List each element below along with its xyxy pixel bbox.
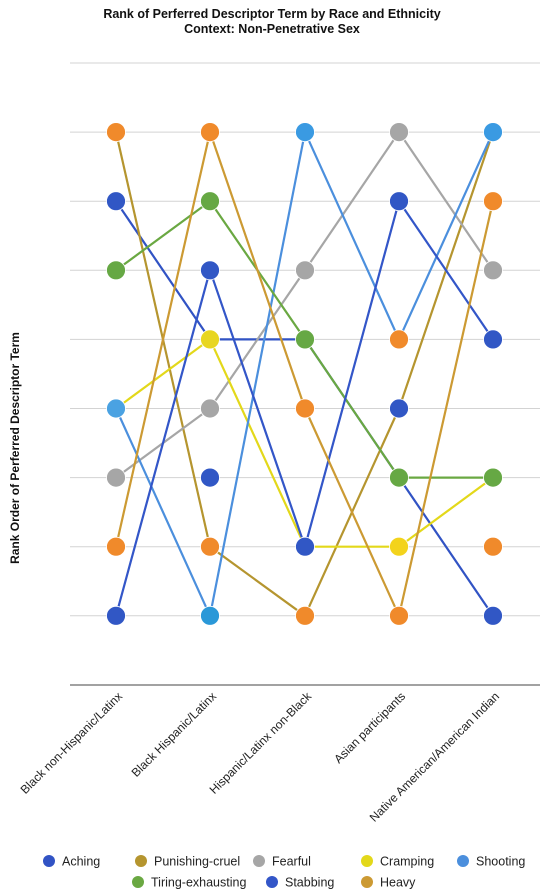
data-point [200,398,220,419]
data-point [483,191,503,212]
data-point [106,398,126,419]
legend-label: Stabbing [285,876,334,890]
x-tick-label: Black Hispanic/Latinx [129,689,220,780]
data-point [200,605,220,626]
data-point [200,536,220,557]
x-tick-label: Black non-Hispanic/Latinx [18,689,126,797]
legend-item-heavy: Heavy [361,876,416,890]
chart-title: Rank of Perferred Descriptor Term by Rac… [103,7,440,21]
legend-swatch [361,876,373,888]
x-tick-label: Asian participants [331,689,408,766]
legend-item-aching: Aching [43,855,100,869]
legend: Aching Punishing-cruel Fearful Cramping Shoo… [43,855,525,890]
chart-subtitle: Context: Non-Penetrative Sex [184,22,360,36]
legend-swatch [457,855,469,867]
legend-swatch [253,855,265,867]
data-point [106,467,126,488]
series-markers [106,122,503,626]
legend-item-punishing-cruel: Punishing-cruel [135,855,240,869]
legend-item-tiring-exhausting: Tiring-exhausting [132,876,246,890]
data-point [483,467,503,488]
data-point [200,467,220,488]
legend-item-shooting: Shooting [457,855,525,869]
data-point [200,191,220,212]
data-point [483,536,503,557]
data-point [483,260,503,281]
legend-swatch [266,876,278,888]
data-point [295,398,315,419]
series-line-cramping [115,338,494,548]
data-point [483,329,503,350]
legend-item-fearful: Fearful [253,855,311,869]
data-point [295,122,315,143]
legend-label: Aching [62,855,100,869]
data-point [483,605,503,626]
x-tick-label: Hispanic/Latinx non-Black [207,689,315,797]
data-point [389,605,409,626]
data-point [295,605,315,626]
legend-item-stabbing: Stabbing [266,876,334,890]
legend-label: Cramping [380,855,434,869]
data-point [295,260,315,281]
legend-label: Fearful [272,855,311,869]
data-point [200,329,220,350]
legend-label: Heavy [380,876,416,890]
data-point [200,122,220,143]
plot-area [70,62,540,686]
data-point [295,536,315,557]
legend-label: Tiring-exhausting [151,876,246,890]
data-point [389,191,409,212]
series-line-fearful [115,131,494,479]
data-point [106,260,126,281]
legend-label: Punishing-cruel [154,855,240,869]
legend-swatch [132,876,144,888]
legend-item-cramping: Cramping [361,855,434,869]
data-point [106,536,126,557]
data-point [106,122,126,143]
legend-swatch [43,855,55,867]
data-point [389,467,409,488]
legend-label: Shooting [476,855,525,869]
data-point [200,260,220,281]
legend-swatch [361,855,373,867]
y-axis-label: Rank Order of Perferred Descriptor Term [8,332,22,564]
data-point [389,398,409,419]
data-point [389,536,409,557]
data-point [389,329,409,350]
data-point [106,605,126,626]
x-tick-labels: Black non-Hispanic/Latinx Black Hispanic/… [18,689,503,825]
data-point [483,122,503,143]
data-point [389,122,409,143]
data-point [295,329,315,350]
data-point [106,191,126,212]
legend-swatch [135,855,147,867]
